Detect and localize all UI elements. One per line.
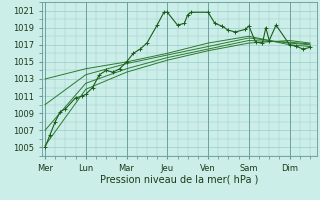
- X-axis label: Pression niveau de la mer( hPa ): Pression niveau de la mer( hPa ): [100, 174, 258, 184]
